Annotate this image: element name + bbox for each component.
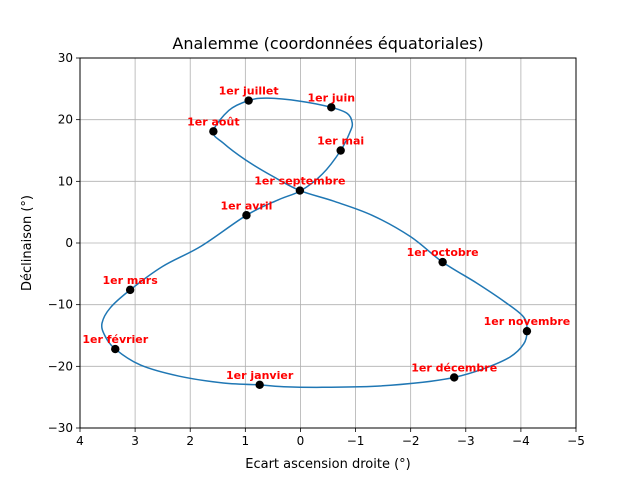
point-label: 1er mars xyxy=(103,274,159,287)
x-tick-label: −3 xyxy=(457,434,475,448)
x-tick-label: −5 xyxy=(567,434,585,448)
y-tick-label: 20 xyxy=(58,113,73,127)
point-label: 1er août xyxy=(187,115,239,128)
curve-layer xyxy=(100,97,528,389)
x-tick-label: 3 xyxy=(131,434,139,448)
y-tick-label: 30 xyxy=(58,51,73,65)
data-point xyxy=(244,96,253,105)
x-tick-label: −2 xyxy=(402,434,420,448)
point-label: 1er avril xyxy=(220,199,272,212)
data-point xyxy=(255,380,264,390)
x-tick-label: 2 xyxy=(186,434,194,448)
y-axis-label: Déclinaison (°) xyxy=(20,195,35,291)
point-label: 1er novembre xyxy=(484,315,571,328)
labels-layer: 1er janvier 1er février 1er mars 1er avril 1… xyxy=(82,85,570,382)
point-label: 1er janvier xyxy=(226,369,294,382)
x-tick-label: −4 xyxy=(512,434,530,448)
x-tick-label: −1 xyxy=(347,434,365,448)
y-tick-label: −10 xyxy=(48,298,73,312)
point-label: 1er décembre xyxy=(411,361,497,374)
point-label: 1er septembre xyxy=(254,175,345,188)
x-tick-label: 4 xyxy=(76,434,84,448)
data-point xyxy=(111,344,120,354)
data-point xyxy=(438,257,447,267)
y-tick-label: 0 xyxy=(65,236,73,250)
data-point xyxy=(327,103,336,112)
data-point xyxy=(522,326,532,336)
y-tick-label: −30 xyxy=(48,421,73,435)
data-point xyxy=(336,146,345,155)
grid xyxy=(79,57,577,429)
x-axis-label: Ecart ascension droite (°) xyxy=(245,457,410,472)
x-axis: 4 3 2 1 0 −1 −2 −3 −4 −5 xyxy=(76,428,585,448)
y-tick-label: 10 xyxy=(58,174,73,188)
points-layer xyxy=(111,96,532,390)
point-label: 1er mai xyxy=(317,135,364,148)
point-label: 1er juin xyxy=(308,91,356,104)
data-point xyxy=(295,186,305,195)
point-label: 1er octobre xyxy=(407,246,479,259)
x-tick-label: 1 xyxy=(242,434,250,448)
chart-title: Analemme (coordonnées équatoriales) xyxy=(172,34,483,53)
y-axis: −30 −20 −10 0 10 20 30 xyxy=(48,51,80,435)
x-tick-label: 0 xyxy=(297,434,305,448)
point-label: 1er juillet xyxy=(219,85,279,98)
y-tick-label: −20 xyxy=(48,359,73,373)
analemma-curve xyxy=(100,97,528,389)
data-point xyxy=(209,127,218,136)
data-point xyxy=(125,285,135,295)
data-point xyxy=(242,211,251,220)
point-label: 1er février xyxy=(82,333,148,346)
data-point xyxy=(450,373,459,382)
